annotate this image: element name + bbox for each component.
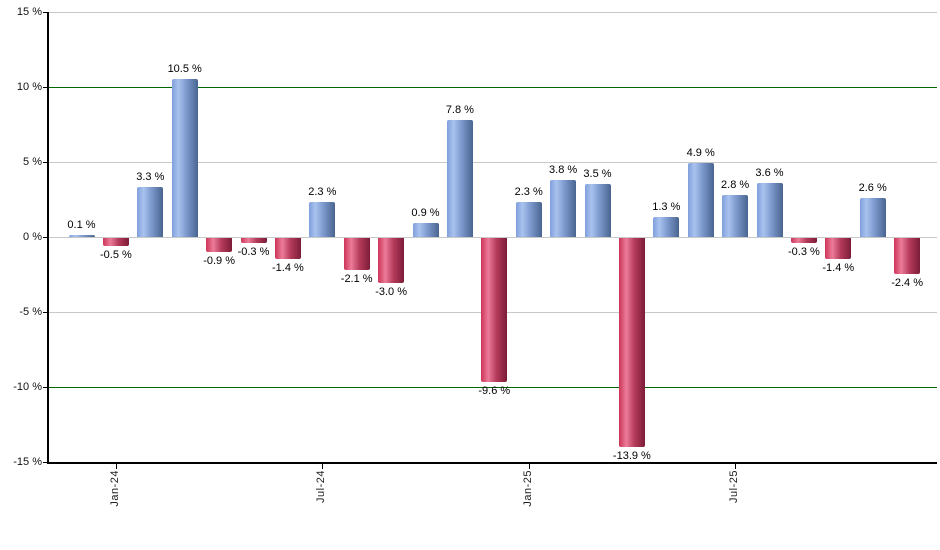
bar[interactable] xyxy=(825,238,852,259)
bar[interactable] xyxy=(584,184,611,237)
x-axis-line xyxy=(47,462,937,464)
bar-value-label: -0.9 % xyxy=(203,255,235,267)
y-axis-tick-label: -5 % xyxy=(19,306,42,318)
gridline xyxy=(49,12,937,13)
y-axis-tick xyxy=(43,387,48,388)
bar-value-label: 4.9 % xyxy=(686,147,715,159)
threshold-line xyxy=(49,387,937,388)
bar[interactable] xyxy=(137,187,164,237)
bar-value-label: 1.3 % xyxy=(652,201,681,213)
bar[interactable] xyxy=(550,180,577,237)
x-axis-tick xyxy=(115,464,117,469)
bar[interactable] xyxy=(206,238,233,252)
bar-value-label: 2.3 % xyxy=(514,186,543,198)
bar[interactable] xyxy=(102,238,129,246)
bar-value-label: -13.9 % xyxy=(612,450,651,462)
bar-value-label: -2.4 % xyxy=(891,277,923,289)
y-axis-tick xyxy=(43,237,48,238)
x-axis-tick xyxy=(322,464,324,469)
gridline xyxy=(49,162,937,163)
threshold-line xyxy=(49,87,937,88)
bar-value-label: 2.8 % xyxy=(721,179,750,191)
bar-value-label: 2.3 % xyxy=(308,186,337,198)
x-axis-tick-label-text: Jul-24 xyxy=(315,470,328,503)
bar[interactable] xyxy=(756,183,783,237)
y-axis-tick xyxy=(43,87,48,88)
bar-value-label: 0.9 % xyxy=(411,207,440,219)
bar-value-label: 3.5 % xyxy=(583,168,612,180)
bar[interactable] xyxy=(68,235,95,237)
bar[interactable] xyxy=(894,238,921,274)
y-axis-tick-label: 0 % xyxy=(23,231,42,243)
x-axis-tick-label: Jan-24 xyxy=(109,470,121,507)
y-axis-tick-label: -10 % xyxy=(13,381,42,393)
bar[interactable] xyxy=(859,198,886,237)
gridline xyxy=(49,237,937,238)
bar-value-label: -3.0 % xyxy=(375,286,407,298)
bar-value-label: -1.4 % xyxy=(822,262,855,274)
x-axis-tick-label: Jul-24 xyxy=(315,470,327,503)
y-axis-tick xyxy=(43,312,48,313)
y-axis-tick xyxy=(43,462,48,463)
bar[interactable] xyxy=(446,120,473,237)
bar[interactable] xyxy=(618,238,645,447)
bar[interactable] xyxy=(687,163,714,237)
bar[interactable] xyxy=(274,238,301,259)
bar-value-label: 0.1 % xyxy=(67,219,96,231)
bar-value-label: 3.8 % xyxy=(549,164,578,176)
bar-value-label: -2.1 % xyxy=(340,273,373,285)
bar[interactable] xyxy=(378,238,405,283)
x-axis-tick xyxy=(735,464,737,469)
x-axis-tick-label: Jul-25 xyxy=(728,470,740,503)
y-axis-line xyxy=(47,12,49,464)
bar[interactable] xyxy=(171,79,198,237)
bar[interactable] xyxy=(240,238,267,243)
y-axis-tick xyxy=(43,162,48,163)
bar[interactable] xyxy=(309,202,336,237)
bar-value-label: 2.6 % xyxy=(858,182,887,194)
y-axis-tick xyxy=(43,12,48,13)
y-axis-tick-label: 15 % xyxy=(16,6,42,18)
bar[interactable] xyxy=(653,217,680,237)
bar[interactable] xyxy=(515,202,542,237)
x-axis-tick-label-text: Jan-24 xyxy=(108,470,121,507)
bar-value-label: 3.3 % xyxy=(136,171,165,183)
bar-value-label: 7.8 % xyxy=(445,104,474,116)
x-axis-tick xyxy=(528,464,530,469)
bar[interactable] xyxy=(790,238,817,243)
y-axis-tick-label: 5 % xyxy=(23,156,42,168)
bar[interactable] xyxy=(412,223,439,237)
bar-value-label: 3.6 % xyxy=(755,167,784,179)
bar[interactable] xyxy=(722,195,749,237)
bar[interactable] xyxy=(481,238,508,382)
y-axis-tick-label: -15 % xyxy=(13,456,42,468)
bar-value-label: 10.5 % xyxy=(167,63,202,75)
bar-value-label: -9.6 % xyxy=(478,385,511,397)
x-axis-tick-label-text: Jul-25 xyxy=(728,470,741,503)
bar-value-label: -0.5 % xyxy=(99,249,132,261)
bar[interactable] xyxy=(343,238,370,270)
bar-value-label: -1.4 % xyxy=(271,262,304,274)
bar-value-label: -0.3 % xyxy=(787,246,820,258)
bar-value-label: -0.3 % xyxy=(237,246,270,258)
x-axis-tick-label-text: Jan-25 xyxy=(521,470,534,507)
x-axis-tick-label: Jan-25 xyxy=(522,470,534,507)
y-axis-tick-label: 10 % xyxy=(16,81,42,93)
